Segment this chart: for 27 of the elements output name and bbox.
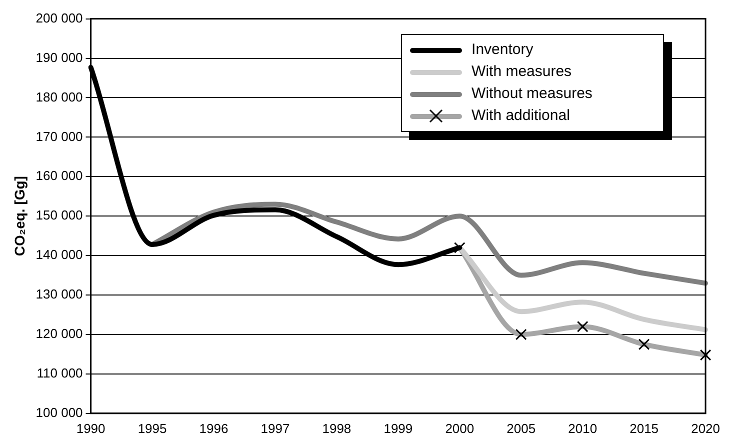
y-tick-label: 110 000 [36, 366, 83, 381]
x-tick-label: 2015 [630, 420, 659, 436]
x-tick-label: 1995 [138, 420, 167, 436]
legend-label: Without measures [472, 85, 592, 102]
y-tick-label: 100 000 [36, 404, 83, 420]
x-tick-label: 1996 [199, 420, 228, 436]
y-tick-label: 190 000 [36, 50, 83, 65]
y-tick-label: 150 000 [36, 208, 83, 223]
y-tick-label: 180 000 [36, 89, 83, 104]
x-tick-label: 2020 [691, 420, 720, 436]
y-tick-label: 160 000 [36, 168, 83, 184]
y-tick-label: 120 000 [36, 326, 83, 342]
x-tick-label: 1999 [384, 420, 413, 436]
x-tick-label: 1998 [322, 420, 352, 436]
legend-label: With additional [472, 107, 570, 124]
x-tick-label: 2010 [568, 420, 598, 436]
x-tick-label: 2005 [506, 420, 536, 436]
y-tick-label: 140 000 [36, 247, 83, 262]
x-tick-label: 1997 [260, 420, 290, 436]
legend-label: With measures [472, 63, 572, 80]
y-tick-label: 170 000 [36, 128, 83, 144]
x-tick-label: 2000 [445, 420, 474, 436]
legend-label: Inventory [472, 41, 534, 58]
y-tick-label: 130 000 [36, 286, 83, 302]
y-tick-label: 200 000 [36, 10, 83, 26]
y-axis-title: CO₂eq. [Gg] [11, 176, 28, 256]
x-tick-label: 1990 [76, 420, 106, 436]
